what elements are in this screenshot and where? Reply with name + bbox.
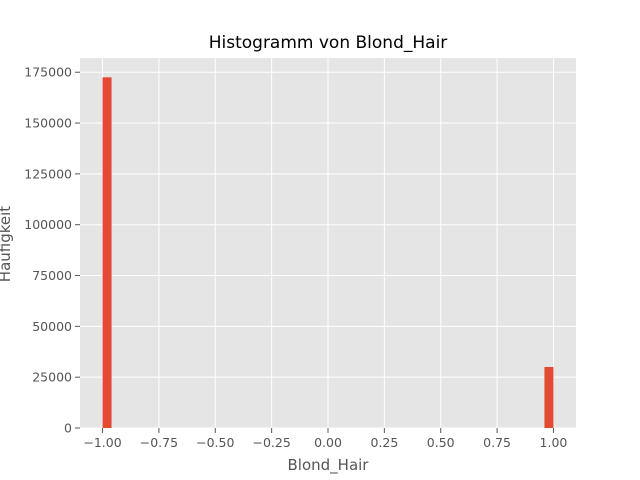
x-tick-label: −0.75: [140, 435, 178, 450]
x-tick-label: −1.00: [83, 435, 121, 450]
y-tick-label: 25000: [32, 370, 72, 385]
y-axis-label: Häufigkeit: [0, 206, 14, 282]
x-axis-label: Blond_Hair: [288, 456, 370, 475]
histogram-bars: [102, 77, 554, 429]
y-tick-label: 150000: [24, 116, 72, 131]
x-tick-label: 0.25: [370, 435, 398, 450]
y-tick-label: 100000: [24, 217, 72, 232]
x-tick-label: −0.50: [196, 435, 234, 450]
x-tick-label: 1.00: [540, 435, 568, 450]
histogram-bar: [102, 77, 112, 429]
x-tick-label: 0.75: [483, 435, 511, 450]
y-tick-label: 75000: [32, 268, 72, 283]
x-tick-label: 0.00: [314, 435, 342, 450]
y-tick-label: 50000: [32, 319, 72, 334]
y-tick-label: 125000: [24, 166, 72, 181]
x-tick-label: −0.25: [252, 435, 290, 450]
y-axis-ticks: 0 25000 50000 75000 100000 125000 150000 175000: [24, 65, 80, 436]
x-axis-ticks: −1.00 −0.75 −0.50 −0.25 0.00 0.25 0.50 0.75 1.00: [83, 428, 567, 450]
chart-title: Histogramm von Blond_Hair: [209, 33, 448, 53]
y-tick-label: 0: [64, 421, 72, 436]
histogram-bar: [544, 367, 554, 428]
x-tick-label: 0.50: [427, 435, 455, 450]
y-tick-label: 175000: [24, 65, 72, 80]
